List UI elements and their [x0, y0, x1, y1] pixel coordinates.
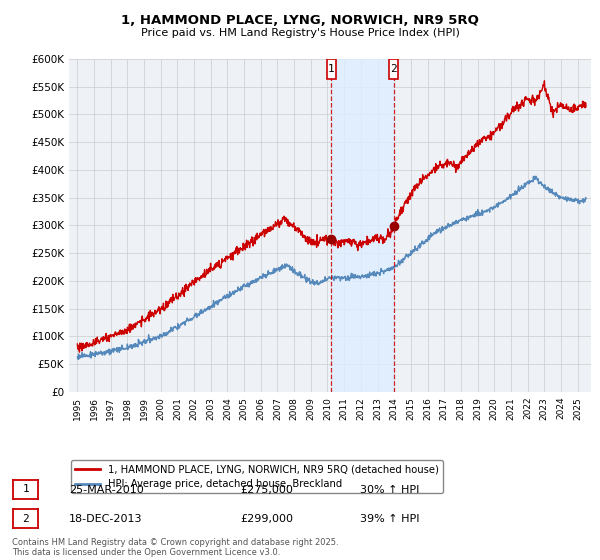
Text: 30% ↑ HPI: 30% ↑ HPI: [360, 485, 419, 495]
Text: 2: 2: [391, 64, 397, 74]
Text: 2: 2: [22, 514, 29, 524]
Text: 18-DEC-2013: 18-DEC-2013: [69, 514, 143, 524]
Text: 1: 1: [22, 484, 29, 494]
Text: Contains HM Land Registry data © Crown copyright and database right 2025.
This d: Contains HM Land Registry data © Crown c…: [12, 538, 338, 557]
Legend: 1, HAMMOND PLACE, LYNG, NORWICH, NR9 5RQ (detached house), HPI: Average price, d: 1, HAMMOND PLACE, LYNG, NORWICH, NR9 5RQ…: [71, 460, 443, 493]
Text: £299,000: £299,000: [240, 514, 293, 524]
Text: 25-MAR-2010: 25-MAR-2010: [69, 485, 144, 495]
Text: Price paid vs. HM Land Registry's House Price Index (HPI): Price paid vs. HM Land Registry's House …: [140, 28, 460, 38]
Bar: [331, 59, 394, 392]
Text: 1: 1: [328, 64, 335, 74]
Bar: [327, 59, 336, 79]
Text: 1, HAMMOND PLACE, LYNG, NORWICH, NR9 5RQ: 1, HAMMOND PLACE, LYNG, NORWICH, NR9 5RQ: [121, 14, 479, 27]
Text: 39% ↑ HPI: 39% ↑ HPI: [360, 514, 419, 524]
Bar: [389, 59, 398, 79]
Text: £275,000: £275,000: [240, 485, 293, 495]
